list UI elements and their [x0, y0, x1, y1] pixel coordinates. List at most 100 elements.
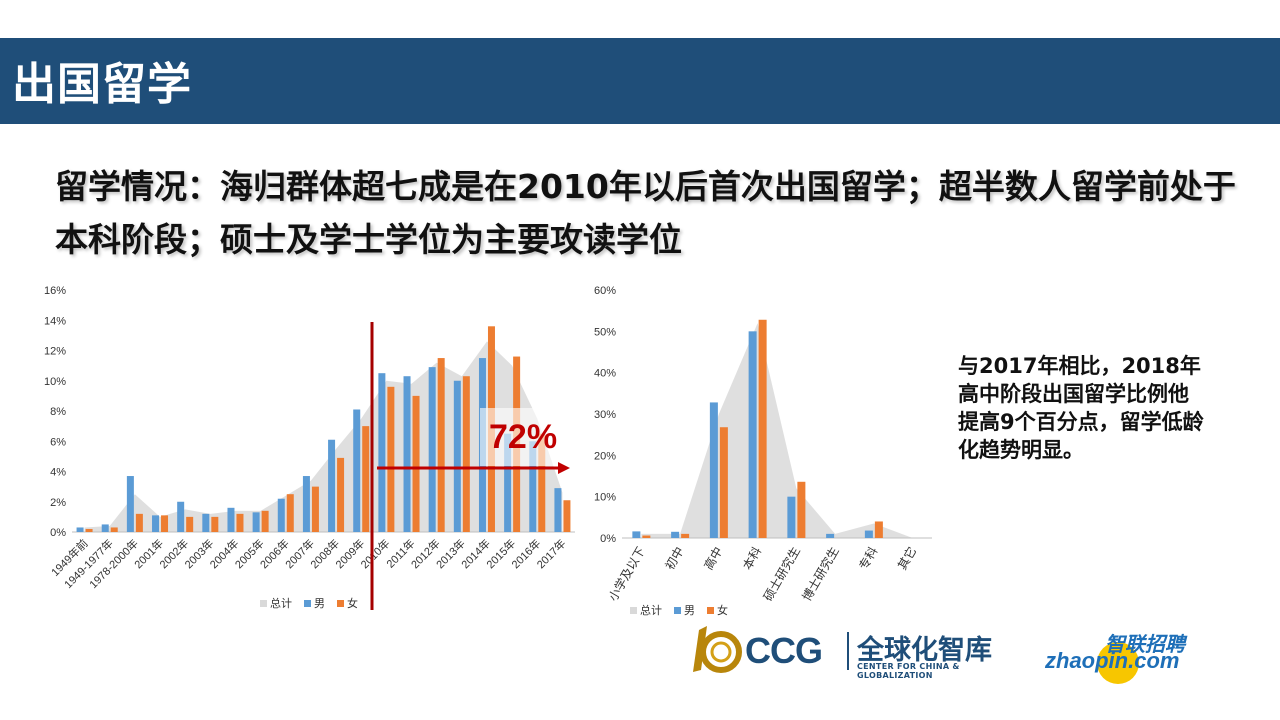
x-category-label: 2017年: [534, 536, 569, 571]
bar-male: [453, 380, 461, 532]
arrow-head-icon: [558, 462, 570, 474]
bar-female: [161, 515, 169, 532]
bar-male: [428, 367, 436, 532]
ccg-name: CCG: [745, 630, 823, 671]
y-tick-label: 30%: [594, 409, 616, 421]
ccg-en-name: CENTER FOR CHINA & GLOBALIZATION: [857, 662, 960, 680]
bar-female: [437, 358, 445, 532]
y-tick-label: 10%: [44, 376, 66, 388]
y-tick-label: 14%: [44, 315, 66, 327]
bar-female: [719, 427, 728, 538]
page-title: 出国留学: [12, 59, 192, 110]
bar-female: [412, 395, 420, 532]
bar-female: [186, 516, 194, 532]
bar-female: [563, 500, 571, 532]
bar-female: [110, 527, 118, 532]
bar-male: [177, 501, 185, 532]
headline: 留学情况：海归群体超七成是在2010年以后首次出国留学；超半数人留学前处于本科阶…: [55, 167, 1236, 259]
y-tick-label: 50%: [594, 326, 616, 338]
bar-female: [874, 521, 883, 538]
bar-female: [85, 528, 93, 532]
x-category-label: 硕士研究生: [760, 544, 803, 603]
bar-male: [632, 531, 641, 538]
bar-male: [378, 373, 386, 532]
y-tick-label: 6%: [50, 436, 66, 448]
y-tick-label: 8%: [50, 406, 66, 418]
bar-female: [462, 376, 470, 532]
legend-entry: 总计: [270, 596, 292, 610]
bar-female: [135, 513, 143, 532]
x-category-label: 小学及以下: [605, 544, 648, 603]
bar-female: [337, 457, 345, 532]
bar-male: [152, 515, 160, 532]
bar-male: [302, 476, 310, 532]
y-tick-label: 20%: [594, 450, 616, 462]
bar-female: [681, 533, 690, 538]
bar-male: [826, 533, 835, 538]
bar-female: [211, 516, 219, 532]
x-category-label: 其它: [894, 544, 919, 572]
bar-female: [362, 426, 370, 532]
bar-male: [864, 530, 873, 538]
bar-female: [758, 319, 767, 538]
bar-male: [277, 498, 285, 532]
bar-male: [227, 507, 235, 532]
legend-swatch: [707, 607, 714, 614]
bar-male: [554, 488, 562, 532]
x-category-label: 高中: [700, 544, 725, 572]
bar-male: [101, 524, 109, 532]
bar-female: [236, 513, 244, 532]
y-tick-label: 0%: [600, 533, 616, 545]
bar-male: [252, 512, 260, 532]
y-tick-label: 0%: [50, 527, 66, 539]
bar-female: [642, 535, 651, 538]
annotation-backdrop: [480, 408, 570, 466]
legend-swatch: [337, 600, 344, 607]
bar-male: [748, 331, 757, 538]
annotation-72-label: 72%: [489, 418, 557, 456]
bar-female: [311, 486, 319, 532]
legend-swatch: [304, 600, 311, 607]
legend-swatch: [260, 600, 267, 607]
bar-female: [286, 494, 294, 532]
chart-year-svg: 0%2%4%6%8%10%12%14%16%1949年前1949-1977年19…: [44, 285, 575, 610]
bar-male: [787, 496, 796, 538]
ccg-logo: CCG 全球化智库 CENTER FOR CHINA & GLOBALIZATI…: [685, 622, 1025, 680]
ccg-cn-name: 全球化智库: [857, 635, 992, 666]
x-category-label: 本科: [740, 545, 764, 573]
bar-female: [538, 433, 546, 532]
legend-entry: 男: [314, 597, 325, 610]
bar-male: [353, 409, 361, 532]
legend-swatch: [630, 607, 637, 614]
y-tick-label: 16%: [44, 285, 66, 297]
x-category-label: 博士研究生: [799, 544, 842, 603]
legend-swatch: [674, 607, 681, 614]
bar-male: [403, 376, 411, 532]
y-tick-label: 10%: [594, 492, 616, 504]
header-band: [0, 38, 1280, 124]
ccg-anniversary-mark-icon: [693, 626, 742, 673]
bar-male: [328, 439, 336, 532]
bar-female: [261, 510, 269, 532]
y-tick-label: 60%: [594, 285, 616, 297]
y-tick-label: 12%: [44, 346, 66, 358]
y-tick-label: 2%: [50, 497, 66, 509]
bar-male: [529, 441, 537, 532]
legend-entry: 总计: [640, 603, 662, 617]
zhaopin-en-name: zhaopin.com: [1045, 648, 1180, 673]
y-tick-label: 4%: [50, 467, 66, 479]
zhaopin-logo: 智联招聘 zhaopin.com: [1045, 628, 1195, 684]
bar-female: [797, 481, 806, 538]
legend-entry: 男: [684, 604, 695, 617]
chart-stage-svg: 0% 10% 20% 30% 40% 50% 60% 小学及以下 初中 高中 本科硕士研究生博士研究…: [594, 285, 932, 617]
y-tick-label: 40%: [594, 368, 616, 380]
bar-male: [504, 433, 512, 532]
note-text: 与2017年相比，2018年高中阶段出国留学比例他提高9个百分点，留学低龄化趋势…: [958, 354, 1204, 462]
bar-female: [387, 386, 395, 532]
zhaopin-ball-icon: [1097, 642, 1139, 684]
legend-entry: 女: [347, 596, 358, 610]
bar-male: [76, 527, 84, 532]
x-category-label: 初中: [662, 544, 687, 572]
legend-entry: 女: [717, 603, 728, 617]
x-category-label: 专科: [855, 544, 880, 572]
